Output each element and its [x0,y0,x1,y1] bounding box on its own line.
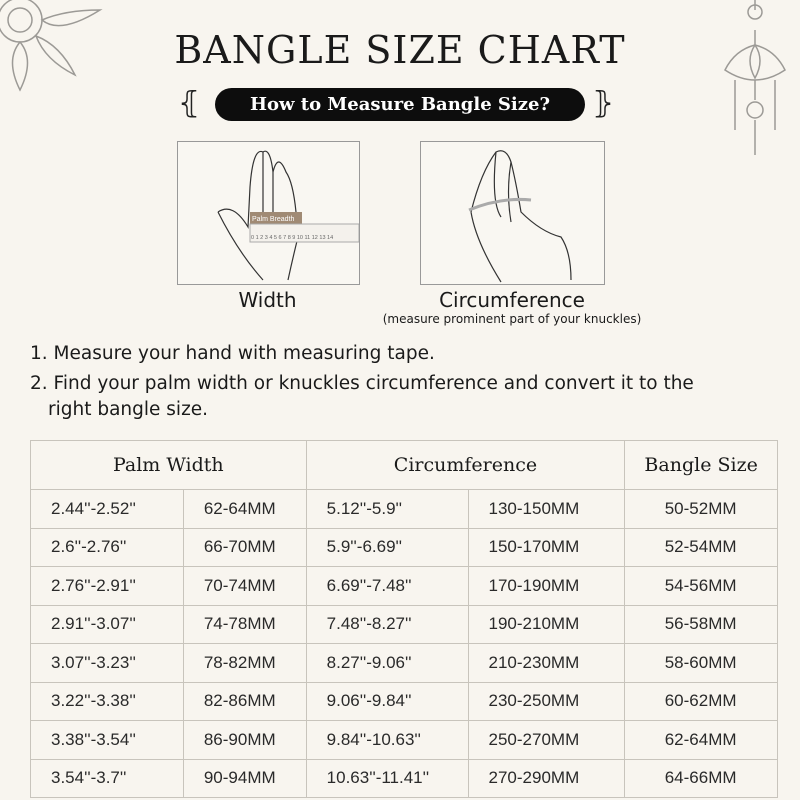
bangle-size-cell: 54-56MM [624,566,778,606]
circumference-inches-cell: 6.69''-7.48'' [305,566,469,606]
table-row: 2.6''-2.76'' 66-70MM 5.9''-6.69'' 150-170MM… [30,527,778,567]
bangle-size-cell: 64-66MM [624,758,778,798]
circumference-mm-cell: 170-190MM [467,566,626,606]
circumference-mm-cell: 190-210MM [467,604,626,644]
palm-width-mm-cell: 86-90MM [182,720,307,760]
circumference-inches-cell: 9.84''-10.63'' [305,720,469,760]
subtitle-banner: How to Measure Bangle Size? [215,88,585,121]
palm-width-inches-cell: 3.54''-3.7'' [30,758,184,798]
circumference-mm-cell: 130-150MM [467,489,626,529]
circumference-mm-cell: 210-230MM [467,643,626,683]
palm-width-inches-cell: 3.07''-3.23'' [30,643,184,683]
palm-hand-icon: Palm Breadth 0 1 2 3 4 5 6 7 8 9 10 11 1… [217,150,360,281]
palm-width-mm-cell: 82-86MM [182,681,307,721]
bangle-size-cell: 52-54MM [624,527,778,567]
width-illustration: Palm Breadth 0 1 2 3 4 5 6 7 8 9 10 11 1… [177,141,360,285]
circumference-note: (measure prominent part of your knuckles… [382,312,642,326]
table-row: 3.38''-3.54'' 86-90MM 9.84''-10.63'' 250-27… [30,720,778,760]
ruler-label: Palm Breadth [252,216,295,223]
bangle-size-cell: 62-64MM [624,720,778,760]
bangle-size-cell: 60-62MM [624,681,778,721]
table-row: 2.76''-2.91'' 70-74MM 6.69''-7.48'' 170-190… [30,566,778,606]
page-title: BANGLE SIZE CHART [174,28,626,72]
circumference-inches-cell: 8.27''-9.06'' [305,643,469,683]
knuckle-hand-icon [468,150,572,283]
table-row: 3.22''-3.38'' 82-86MM 9.06''-9.84'' 230-250… [30,681,778,721]
circumference-inches-cell: 9.06''-9.84'' [305,681,469,721]
circumference-illustration [420,141,605,285]
palm-width-mm-cell: 66-70MM [182,527,307,567]
circumference-inches-cell: 5.9''-6.69'' [305,527,469,567]
palm-width-inches-cell: 3.38''-3.54'' [30,720,184,760]
step-2: 2. Find your palm width or knuckles circ… [30,373,694,394]
step-1: 1. Measure your hand with measuring tape… [30,343,435,364]
circumference-inches-cell: 5.12''-5.9'' [305,489,469,529]
width-caption: Width [238,288,297,312]
palm-width-inches-cell: 2.91''-3.07'' [30,604,184,644]
circumference-caption: Circumference [439,288,585,312]
scroll-ornament-left-icon: ⦃ [178,86,201,121]
circumference-inches-cell: 7.48''-8.27'' [305,604,469,644]
palm-width-inches-cell: 2.6''-2.76'' [30,527,184,567]
table-row: 2.44''-2.52'' 62-64MM 5.12''-5.9'' 130-150M… [30,489,778,529]
bangle-size-cell: 58-60MM [624,643,778,683]
header-palm-width: Palm Width [30,440,307,490]
bangle-size-cell: 50-52MM [624,489,778,529]
table-row: 3.54''-3.7'' 90-94MM 10.63''-11.41'' 270-29… [30,758,778,798]
mandala-corner-icon [0,0,103,92]
circumference-mm-cell: 270-290MM [467,758,626,798]
circumference-mm-cell: 250-270MM [467,720,626,760]
scroll-ornament-right-icon: ⦄ [592,86,615,121]
bangle-size-cell: 56-58MM [624,604,778,644]
size-table: Palm Width Circumference Bangle Size 2.4… [30,440,778,798]
lotus-hanging-icon [724,0,786,155]
ruler-ticks: 0 1 2 3 4 5 6 7 8 9 10 11 12 13 14 [251,235,333,241]
table-header-row: Palm Width Circumference Bangle Size [30,440,778,490]
palm-width-inches-cell: 3.22''-3.38'' [30,681,184,721]
palm-width-inches-cell: 2.44''-2.52'' [30,489,184,529]
palm-width-mm-cell: 74-78MM [182,604,307,644]
step-2-continued: right bangle size. [48,399,209,420]
palm-width-mm-cell: 62-64MM [182,489,307,529]
table-row: 2.91''-3.07'' 74-78MM 7.48''-8.27'' 190-210… [30,604,778,644]
table-row: 3.07''-3.23'' 78-82MM 8.27''-9.06'' 210-230… [30,643,778,683]
palm-width-inches-cell: 2.76''-2.91'' [30,566,184,606]
palm-width-mm-cell: 90-94MM [182,758,307,798]
header-bangle-size: Bangle Size [624,440,778,490]
circumference-mm-cell: 150-170MM [467,527,626,567]
palm-width-mm-cell: 78-82MM [182,643,307,683]
header-circumference: Circumference [305,440,626,490]
circumference-inches-cell: 10.63''-11.41'' [305,758,469,798]
palm-width-mm-cell: 70-74MM [182,566,307,606]
circumference-mm-cell: 230-250MM [467,681,626,721]
